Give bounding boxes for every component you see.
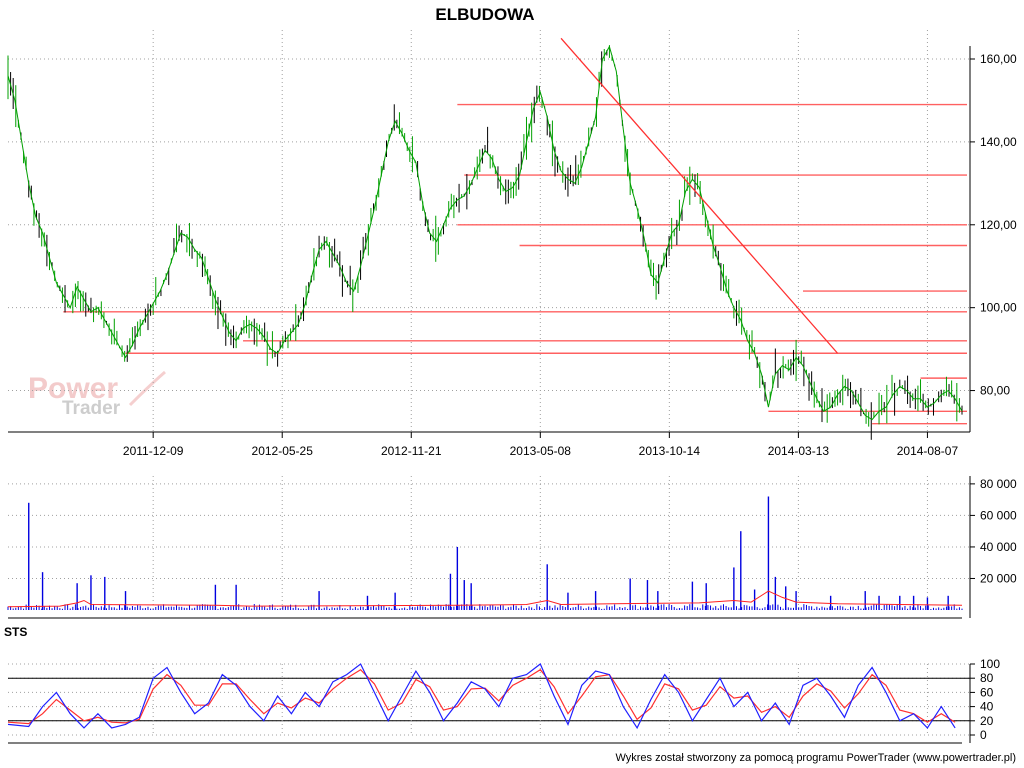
sts-tick-label: 0 bbox=[980, 728, 987, 742]
date-tick-label: 2012-11-21 bbox=[381, 444, 442, 458]
downtrend-line bbox=[560, 37, 839, 354]
powertrader-logo: Power Trader bbox=[28, 370, 166, 419]
date-tick-label: 2011-12-09 bbox=[123, 444, 184, 458]
sts-tick-label: 60 bbox=[980, 685, 994, 699]
price-tick-label: 120,00 bbox=[980, 218, 1017, 232]
volume-panel: 80 000 60 000 40 000 20 000 bbox=[7, 476, 1017, 619]
volume-moving-average bbox=[7, 590, 963, 608]
price-tick-label: 160,00 bbox=[980, 52, 1017, 66]
price-tick-label: 100,00 bbox=[980, 301, 1017, 315]
date-tick-label: 2014-08-07 bbox=[897, 444, 959, 458]
volume-tick-label: 60 000 bbox=[980, 508, 1017, 522]
price-tick-label: 80,00 bbox=[980, 384, 1010, 398]
date-tick-label: 2014-03-13 bbox=[768, 444, 830, 458]
footer-credit: Wykres został stworzony za pomocą progra… bbox=[615, 752, 1016, 764]
price-close-line bbox=[7, 45, 963, 421]
date-tick-label: 2012-05-25 bbox=[252, 444, 314, 458]
logo-word-1: Power bbox=[28, 372, 118, 405]
sts-tick-label: 40 bbox=[980, 700, 994, 714]
logo-word-2: Trader bbox=[62, 398, 121, 419]
price-tick-label: 140,00 bbox=[980, 135, 1017, 149]
sts-tick-label: 80 bbox=[980, 671, 994, 685]
price-panel: 160,00 140,00 120,00 100,00 80,00 2011-12-09 2… bbox=[7, 30, 1017, 458]
volume-tick-label: 80 000 bbox=[980, 477, 1017, 491]
sts-tick-label: 100 bbox=[980, 657, 1000, 671]
date-tick-label: 2013-05-08 bbox=[510, 444, 572, 458]
volume-tick-label: 20 000 bbox=[980, 571, 1017, 585]
chart-title: ELBUDOWA bbox=[435, 5, 534, 24]
sts-tick-label: 20 bbox=[980, 714, 994, 728]
sts-slow-line bbox=[7, 668, 956, 725]
date-tick-label: 2013-10-14 bbox=[639, 444, 701, 458]
sts-label: STS bbox=[4, 625, 27, 639]
volume-tick-label: 40 000 bbox=[980, 540, 1017, 554]
sts-fast-line bbox=[7, 663, 956, 730]
